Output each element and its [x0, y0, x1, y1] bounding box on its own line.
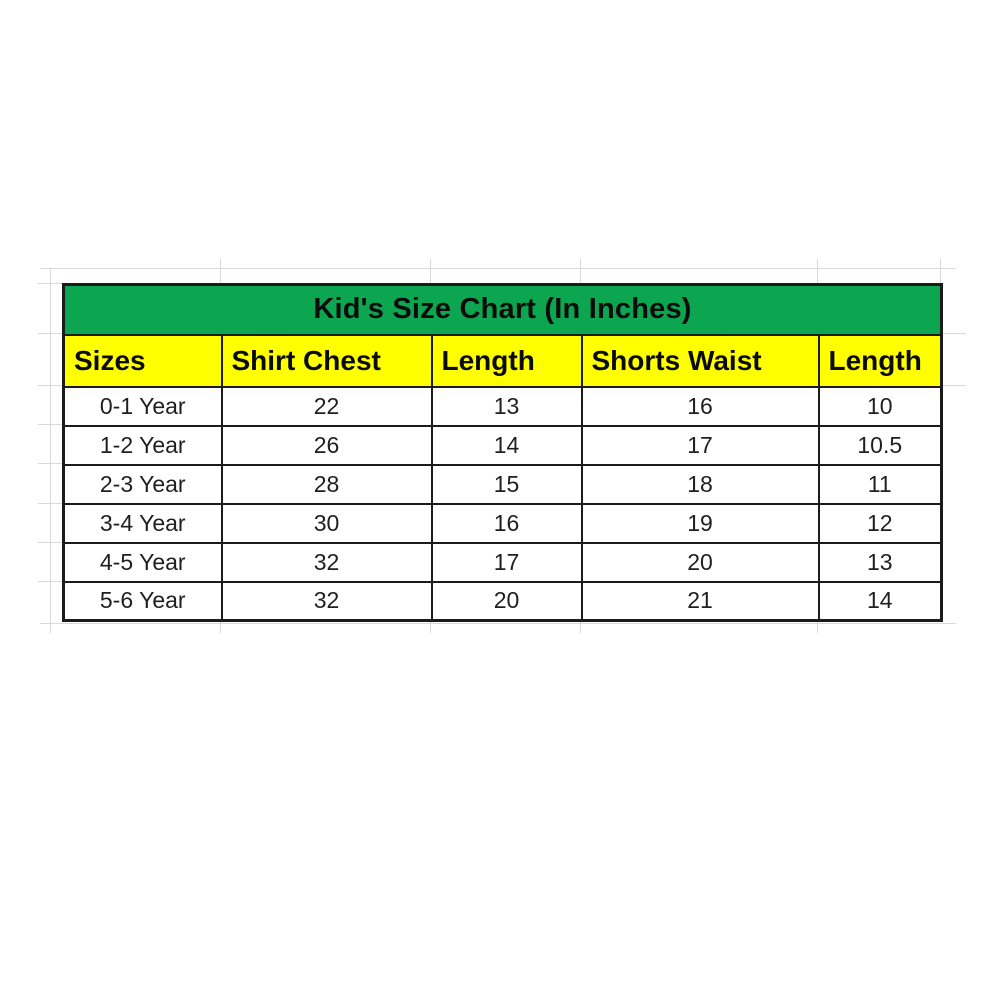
cell-shirt-chest: 22 [220, 385, 433, 427]
cell-shirt-length: 20 [430, 580, 583, 622]
gridline [817, 259, 818, 283]
gridline [940, 385, 966, 386]
gridline [50, 268, 51, 633]
cell-shirt-length: 14 [430, 424, 583, 466]
gridline [38, 283, 62, 284]
cell-shorts-length: 13 [817, 541, 943, 583]
cell-shorts-length: 14 [817, 580, 943, 622]
gridline [430, 259, 431, 283]
cell-size: 1-2 Year [62, 424, 223, 466]
gridline [38, 463, 62, 464]
size-chart-table: Kid's Size Chart (In Inches) Sizes Shirt… [62, 283, 943, 622]
cell-size: 2-3 Year [62, 463, 223, 505]
cell-shorts-length: 11 [817, 463, 943, 505]
gridline [38, 424, 62, 425]
table-row: 5-6 Year 32 20 21 14 [62, 580, 943, 622]
chart-title: Kid's Size Chart (In Inches) [62, 283, 943, 336]
cell-shirt-length: 13 [430, 385, 583, 427]
cell-size: 4-5 Year [62, 541, 223, 583]
cell-shirt-chest: 32 [220, 541, 433, 583]
cell-shirt-length: 16 [430, 502, 583, 544]
cell-shirt-length: 15 [430, 463, 583, 505]
column-header-shorts-waist: Shorts Waist [580, 333, 820, 388]
cell-shorts-length: 10.5 [817, 424, 943, 466]
gridline [430, 620, 431, 633]
table-row: 4-5 Year 32 17 20 13 [62, 541, 943, 583]
gridline [40, 623, 956, 624]
cell-shirt-chest: 28 [220, 463, 433, 505]
table-row: 1-2 Year 26 14 17 10.5 [62, 424, 943, 466]
cell-shorts-length: 10 [817, 385, 943, 427]
cell-shirt-chest: 26 [220, 424, 433, 466]
gridline [817, 620, 818, 633]
cell-shirt-chest: 30 [220, 502, 433, 544]
gridline [38, 385, 62, 386]
cell-shorts-waist: 21 [580, 580, 820, 622]
table-row: 3-4 Year 30 16 19 12 [62, 502, 943, 544]
cell-shorts-waist: 18 [580, 463, 820, 505]
gridline [940, 333, 966, 334]
cell-shorts-waist: 19 [580, 502, 820, 544]
gridline [580, 259, 581, 283]
gridline [940, 259, 941, 283]
table-row: 2-3 Year 28 15 18 11 [62, 463, 943, 505]
cell-shirt-length: 17 [430, 541, 583, 583]
gridline [38, 542, 62, 543]
cell-shirt-chest: 32 [220, 580, 433, 622]
cell-shorts-waist: 16 [580, 385, 820, 427]
gridline [38, 581, 62, 582]
header-row: Sizes Shirt Chest Length Shorts Waist Le… [62, 333, 943, 388]
column-header-shirt-chest: Shirt Chest [220, 333, 433, 388]
cell-shorts-waist: 20 [580, 541, 820, 583]
cell-shorts-length: 12 [817, 502, 943, 544]
table-row: 0-1 Year 22 13 16 10 [62, 385, 943, 427]
cell-shorts-waist: 17 [580, 424, 820, 466]
cell-size: 5-6 Year [62, 580, 223, 622]
column-header-shorts-length: Length [817, 333, 943, 388]
cell-size: 3-4 Year [62, 502, 223, 544]
column-header-shirt-length: Length [430, 333, 583, 388]
gridline [38, 503, 62, 504]
gridline [38, 333, 62, 334]
gridline [40, 268, 956, 269]
title-row: Kid's Size Chart (In Inches) [62, 283, 943, 336]
gridline [580, 620, 581, 633]
gridline [220, 620, 221, 633]
cell-size: 0-1 Year [62, 385, 223, 427]
gridline [220, 259, 221, 283]
column-header-sizes: Sizes [62, 333, 223, 388]
